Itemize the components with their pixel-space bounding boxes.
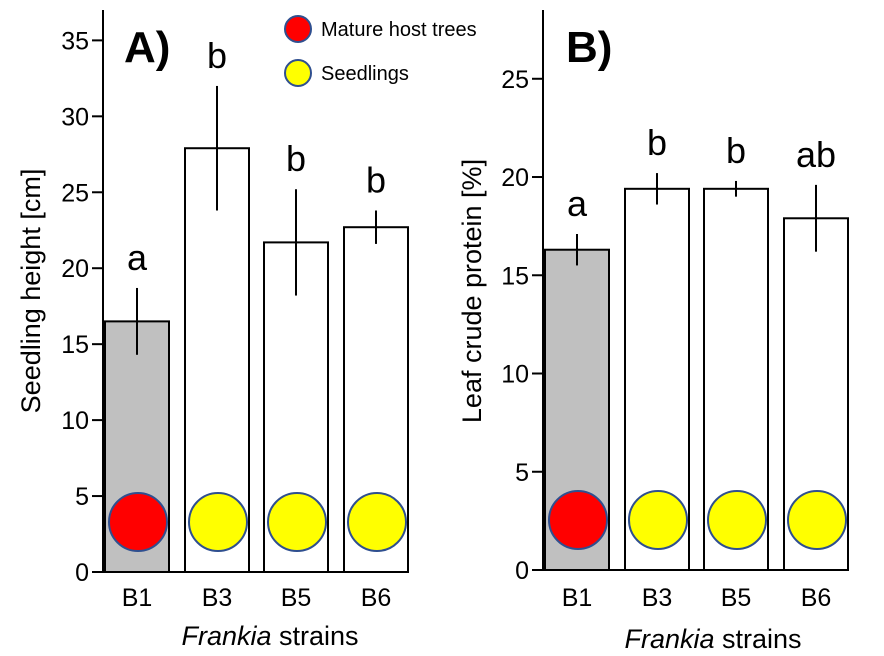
x-tick-label: B3 bbox=[642, 584, 673, 612]
x-axis-label: Frankia strains bbox=[181, 621, 358, 651]
x-axis-label-rest: strains bbox=[272, 621, 359, 651]
y-tick-label: 10 bbox=[61, 407, 89, 435]
legend-mature-label: Mature host trees bbox=[321, 19, 477, 41]
x-tick-label: B3 bbox=[202, 584, 233, 612]
x-axis-label-italic: Frankia bbox=[181, 621, 271, 651]
y-tick-label: 0 bbox=[515, 557, 529, 585]
significance-letter: b bbox=[286, 138, 306, 179]
y-tick-label: 15 bbox=[61, 331, 89, 359]
significance-letter: a bbox=[127, 237, 148, 278]
y-tick-label: 10 bbox=[501, 361, 529, 389]
legend: Mature host trees Seedlings bbox=[284, 15, 477, 87]
significance-letter: b bbox=[207, 35, 227, 76]
y-tick-label: 0 bbox=[75, 559, 89, 587]
y-axis-label: Leaf crude protein [%] bbox=[457, 159, 487, 423]
x-axis-label: Frankia strains bbox=[624, 624, 801, 654]
x-axis-label-rest: strains bbox=[715, 624, 802, 654]
x-tick-label: B5 bbox=[281, 584, 312, 612]
significance-letter: a bbox=[567, 183, 588, 224]
x-tick-label: B1 bbox=[562, 584, 593, 612]
significance-letter: b bbox=[726, 130, 746, 171]
significance-letter: b bbox=[366, 159, 386, 200]
y-tick-label: 5 bbox=[75, 483, 89, 511]
host-marker-b1 bbox=[548, 490, 608, 550]
host-marker-b3 bbox=[628, 490, 688, 550]
host-marker-b3 bbox=[188, 492, 248, 552]
x-tick-label: B1 bbox=[122, 584, 153, 612]
host-marker-b6 bbox=[347, 492, 407, 552]
panel-label: B) bbox=[566, 23, 612, 72]
panel-label: A) bbox=[124, 23, 170, 72]
x-axis-label-italic: Frankia bbox=[624, 624, 714, 654]
host-marker-b6 bbox=[787, 490, 847, 550]
y-tick-label: 25 bbox=[501, 66, 529, 94]
y-tick-label: 35 bbox=[61, 27, 89, 55]
x-tick-label: B6 bbox=[361, 584, 392, 612]
y-tick-label: 15 bbox=[501, 262, 529, 290]
x-tick-label: B5 bbox=[721, 584, 752, 612]
x-tick-label: B6 bbox=[801, 584, 832, 612]
y-tick-label: 25 bbox=[61, 179, 89, 207]
host-marker-b5 bbox=[707, 490, 767, 550]
y-tick-label: 5 bbox=[515, 459, 529, 487]
legend-seedling-label: Seedlings bbox=[321, 63, 409, 85]
y-tick-label: 20 bbox=[501, 164, 529, 192]
y-axis-label: Seedling height [cm] bbox=[16, 169, 46, 414]
significance-letter: ab bbox=[796, 134, 836, 175]
host-marker-b1 bbox=[108, 492, 168, 552]
legend-seedling-marker bbox=[284, 59, 312, 87]
legend-mature-marker bbox=[284, 15, 312, 43]
significance-letter: b bbox=[647, 122, 667, 163]
y-tick-label: 30 bbox=[61, 103, 89, 131]
y-tick-label: 20 bbox=[61, 255, 89, 283]
host-marker-b5 bbox=[267, 492, 327, 552]
